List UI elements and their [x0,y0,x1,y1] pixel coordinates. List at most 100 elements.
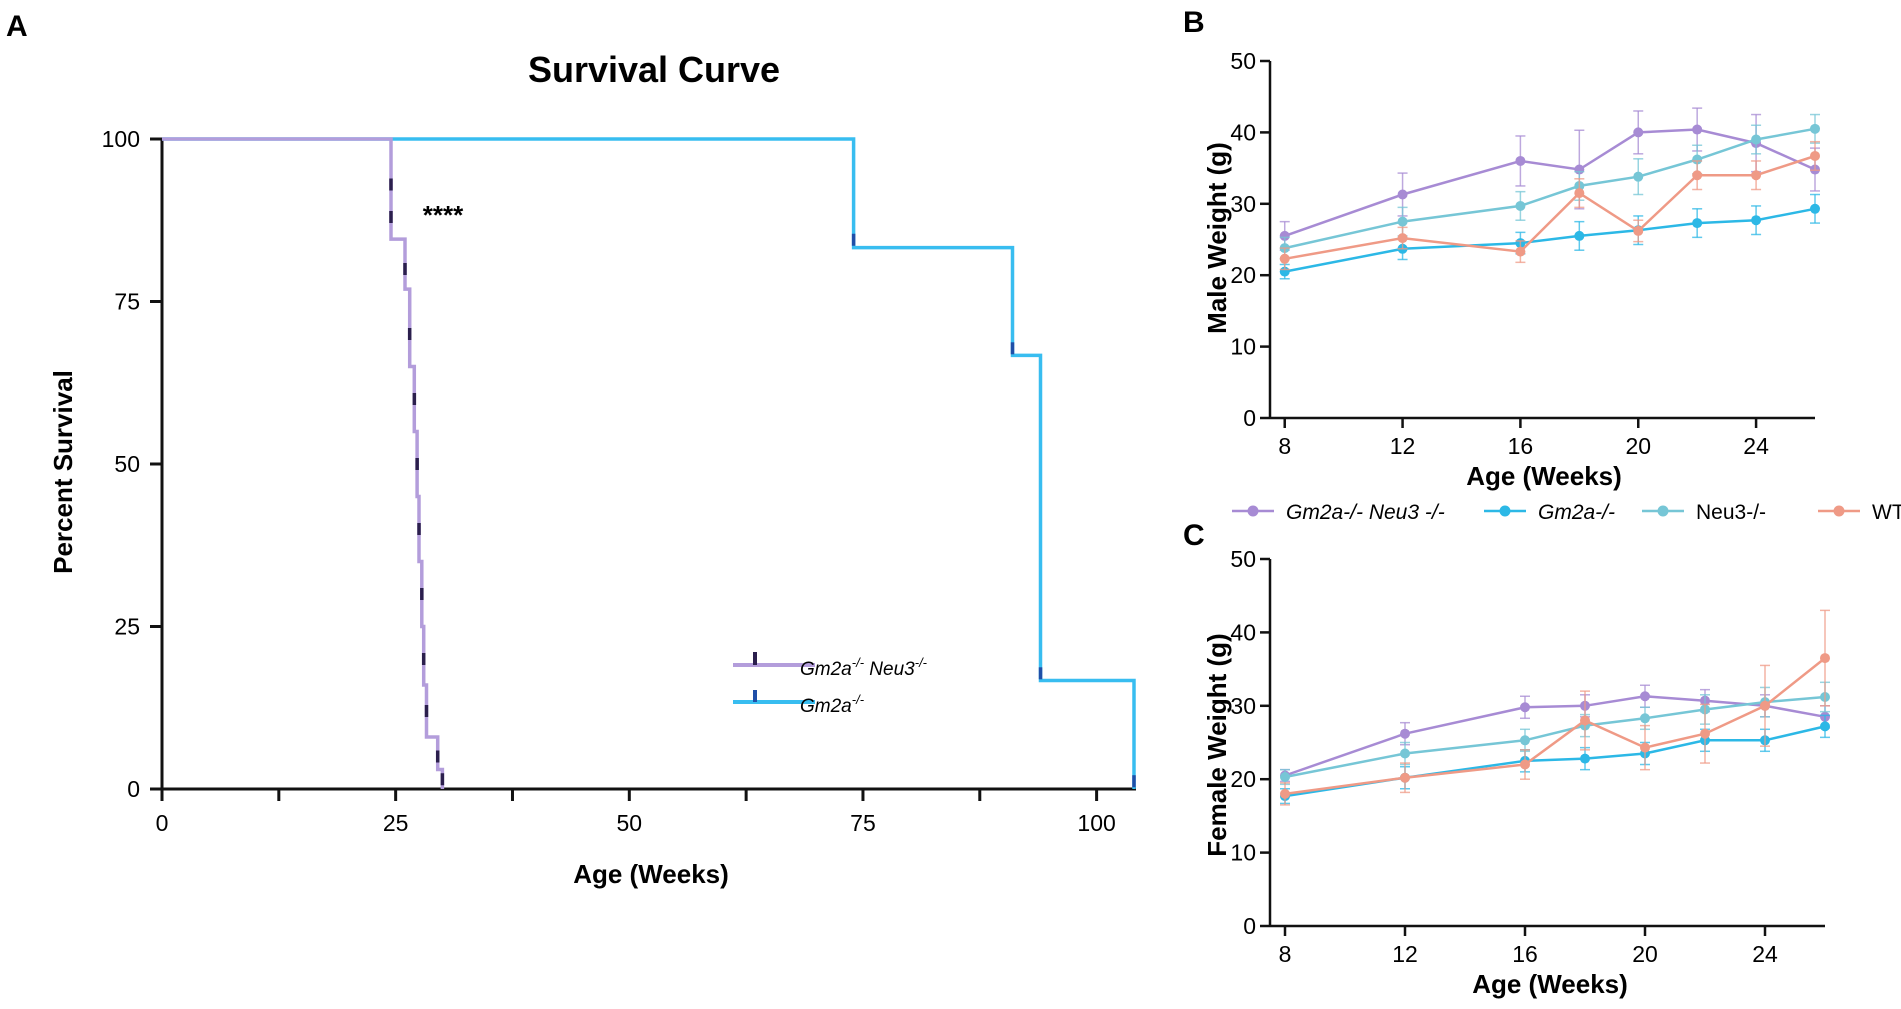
chart-title: Survival Curve [528,49,780,90]
male-x-tick-label: 8 [1278,433,1291,459]
legend-item-3: WT [1818,501,1901,524]
weight-legend: Gm2a-/- Neu3 -/- Gm2a-/- Neu3-/- WT [1232,501,1901,524]
male-y-tick-label: 10 [1230,334,1256,360]
data-point [1397,216,1408,227]
data-point [1810,203,1820,214]
male-weight-axes: 0 10 20 30 40 50 8 12 16 20 24 [1230,48,1815,459]
x-tick-label: 75 [850,810,876,836]
data-point [1700,728,1710,739]
legend-item-gm2a: Gm2a-/- [733,690,865,717]
data-point [1633,127,1644,138]
legend-marker [1499,505,1511,517]
male-x-tick-label: 12 [1390,433,1416,459]
panel-letter-a: A [6,10,28,43]
series-line [1284,207,1816,273]
female-weight-panel: C Female Weight (g) Age (Weeks) 0 10 20 30 4… [1183,519,1830,999]
legend-marker [1657,505,1669,517]
x-tick-label: 100 [1077,810,1115,836]
female-series-1 [1280,714,1830,805]
y-axis-title-male: Male Weight (g) [1202,142,1232,334]
data-point [1279,253,1290,264]
data-point [1574,188,1585,199]
data-point [1280,788,1290,799]
female-y-tick-label: 10 [1230,840,1256,866]
data-point [1520,702,1530,713]
legend-item-2: Neu3-/- [1642,501,1766,524]
y-tick-label: 0 [127,776,140,802]
series-line [1284,657,1826,796]
data-point [1580,753,1590,764]
data-point [1810,123,1820,134]
female-y-tick-label: 0 [1243,913,1256,939]
legend-marker [1833,505,1845,517]
series-line [1284,128,1816,238]
female-x-tick-label: 16 [1512,941,1538,967]
series-line [1284,154,1816,261]
survival-axes: 0 25 50 75 100 0 25 50 75 100 [102,126,1136,836]
x-tick-label: 0 [156,810,169,836]
data-point [1397,189,1408,200]
male-y-tick-label: 0 [1243,405,1256,431]
male-weight-panel: B Male Weight (g) Age (Weeks) 0 10 20 30 40 5… [1183,6,1820,491]
data-point [1515,246,1526,257]
male-y-tick-label: 50 [1230,48,1256,74]
male-y-tick-label: 20 [1230,262,1256,288]
female-series-3 [1280,609,1830,806]
y-axis-title-female: Female Weight (g) [1202,633,1232,856]
legend-item-0: Gm2a-/- Neu3 -/- [1232,501,1445,524]
male-series-2 [1279,113,1820,260]
x-tick-label: 25 [383,810,409,836]
data-point [1820,721,1830,732]
female-y-tick-label: 30 [1230,693,1256,719]
female-x-tick-label: 8 [1279,941,1292,967]
data-point [1580,715,1590,726]
x-tick-label: 50 [617,810,643,836]
female-weight-series [1280,609,1830,806]
data-point [1400,728,1410,739]
data-point [1820,653,1830,664]
legend-label: Gm2a-/- Neu3 -/- [1286,501,1445,524]
male-series-0 [1279,107,1820,251]
female-y-tick-label: 40 [1230,619,1256,645]
y-tick-label: 50 [114,451,140,477]
data-point [1751,215,1762,226]
legend-label: Neu3-/- [1696,501,1766,524]
male-weight-series [1279,107,1820,280]
data-point [1640,713,1650,724]
data-point [1515,155,1526,166]
male-y-tick-label: 30 [1230,191,1256,217]
female-x-tick-label: 12 [1392,941,1418,967]
legend-item-double-knockout: Gm2a-/- Neu3-/- [733,652,928,680]
female-y-tick-label: 20 [1230,766,1256,792]
legend-label: Gm2a-/- [1538,501,1615,524]
panel-letter-b: B [1183,6,1205,39]
data-point [1633,171,1644,182]
y-tick-label: 75 [114,289,140,315]
significance-annotation: **** [423,200,464,230]
y-tick-label: 25 [114,614,140,640]
data-point [1515,200,1526,211]
male-series-1 [1279,193,1820,280]
survival-line-double-knockout [162,137,445,789]
survival-legend: Gm2a-/- Neu3-/- Gm2a-/- [733,652,928,717]
data-point [1574,230,1585,241]
male-y-tick-label: 40 [1230,119,1256,145]
male-x-tick-label: 16 [1508,433,1534,459]
data-point [1692,218,1703,229]
survival-series [162,137,1136,789]
y-axis-title: Percent Survival [48,370,78,574]
data-point [1692,124,1703,135]
data-point [1633,225,1644,236]
data-point [1692,170,1703,181]
data-point [1751,134,1762,145]
data-point [1397,233,1408,244]
female-x-tick-label: 24 [1752,941,1778,967]
data-point [1520,735,1530,746]
male-x-tick-label: 24 [1743,433,1769,459]
data-point [1280,771,1290,782]
data-point [1520,759,1530,770]
legend-label: WT [1872,501,1901,524]
data-point [1400,772,1410,783]
x-axis-title: Age (Weeks) [573,859,729,889]
